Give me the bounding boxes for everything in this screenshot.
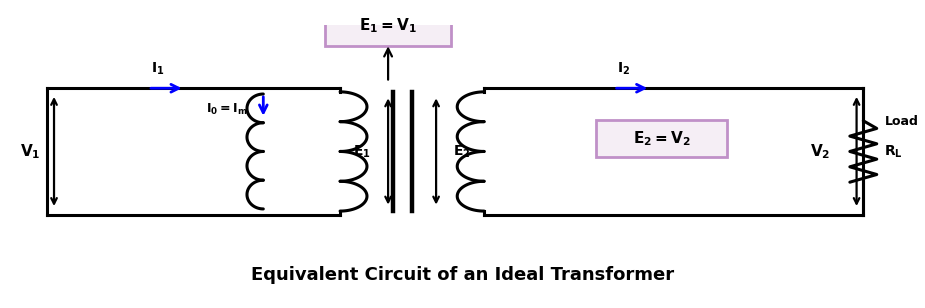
Text: Load: Load <box>884 115 919 128</box>
FancyBboxPatch shape <box>597 120 727 157</box>
Text: $\mathbf{V_2}$: $\mathbf{V_2}$ <box>810 142 831 161</box>
Text: $\mathbf{V_1}$: $\mathbf{V_1}$ <box>19 142 41 161</box>
Text: Equivalent Circuit of an Ideal Transformer: Equivalent Circuit of an Ideal Transform… <box>251 266 674 284</box>
Text: $\mathbf{E_1}$: $\mathbf{E_1}$ <box>353 143 371 160</box>
Text: $\mathbf{I_1}$: $\mathbf{I_1}$ <box>151 60 165 77</box>
Text: $\mathbf{E_1 = V_1}$: $\mathbf{E_1 = V_1}$ <box>359 17 417 35</box>
Text: $\mathbf{E_2 = V_2}$: $\mathbf{E_2 = V_2}$ <box>633 129 691 148</box>
Text: $\mathbf{R_L}$: $\mathbf{R_L}$ <box>884 143 903 160</box>
Text: $\mathbf{E_2}$: $\mathbf{E_2}$ <box>453 143 471 160</box>
Text: $\mathbf{I_2}$: $\mathbf{I_2}$ <box>617 60 630 77</box>
Text: $\mathbf{I_0 =I_m}$: $\mathbf{I_0 =I_m}$ <box>205 102 247 117</box>
FancyBboxPatch shape <box>326 6 451 46</box>
